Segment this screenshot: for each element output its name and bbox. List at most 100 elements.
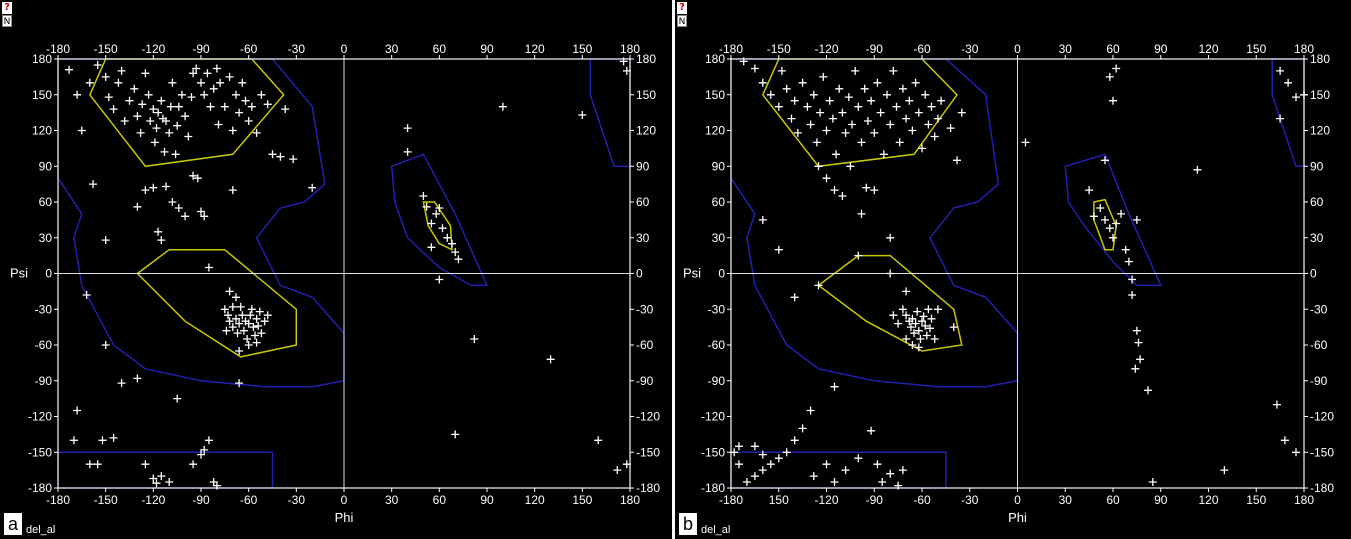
residue-point [930, 132, 939, 141]
residue-point [798, 424, 807, 433]
help-icon[interactable]: ? [2, 2, 12, 14]
residue-point [758, 450, 767, 459]
residue-point [809, 472, 818, 481]
x-tick-label-bottom: 120 [1198, 493, 1218, 507]
residue-point [177, 90, 186, 99]
y-tick-label-left: 150 [705, 88, 725, 102]
allowed-region [1271, 58, 1305, 168]
residue-point [435, 204, 444, 212]
x-tick-label-bottom: -90 [192, 493, 210, 507]
residue-point [257, 90, 266, 99]
x-tick-label-top: 0 [1014, 42, 1021, 56]
residue-point [252, 338, 261, 347]
residue-point [244, 319, 253, 328]
residue-point [816, 108, 825, 117]
residue-point [252, 314, 261, 323]
y-tick-label-right: 60 [1310, 195, 1324, 209]
residue-point [435, 275, 444, 284]
residue-point [1292, 448, 1300, 457]
residue-point [957, 108, 966, 117]
residue-point [844, 93, 853, 102]
x-tick-label-bottom: 180 [1294, 493, 1314, 507]
x-tick-label-bottom: -120 [141, 493, 165, 507]
residue-point [160, 147, 169, 156]
y-tick-label-left: -120 [28, 410, 52, 424]
y-tick-label-left: 30 [39, 231, 53, 245]
residue-point [863, 117, 872, 125]
residue-point [197, 450, 205, 459]
help-icon[interactable]: ? [677, 2, 687, 14]
residue-point [220, 102, 229, 111]
residue-point [846, 162, 855, 171]
residue-point [916, 335, 925, 343]
x-tick-label-top: -120 [814, 42, 838, 56]
residue-point [860, 84, 869, 93]
x-tick-label-top: 30 [385, 42, 399, 56]
x-tick-label-top: 90 [1154, 42, 1168, 56]
residue-point [189, 460, 198, 469]
n-toggle-icon[interactable]: N [677, 15, 687, 27]
residue-point [1112, 64, 1121, 73]
x-tick-label-bottom: 90 [1154, 493, 1168, 507]
residue-point [228, 302, 237, 311]
residue-point [241, 96, 250, 105]
residue-point [157, 472, 166, 481]
residue-point [1021, 138, 1030, 147]
x-tick-label-bottom: 150 [572, 493, 592, 507]
residue-point [841, 128, 850, 137]
residue-point [263, 100, 272, 109]
residue-point [953, 156, 961, 165]
x-tick-label-bottom: 60 [433, 493, 447, 507]
x-tick-label-top: -90 [192, 42, 210, 56]
x-tick-label-top: -180 [46, 42, 70, 56]
x-tick-label-top: -180 [719, 42, 743, 56]
residue-point [830, 478, 839, 486]
residue-point [251, 331, 259, 340]
residue-point [898, 84, 907, 93]
y-tick-label-left: -60 [708, 338, 726, 352]
residue-point [225, 287, 234, 296]
residue-point [766, 460, 775, 469]
residue-point [878, 478, 887, 486]
plot-panel-b: -180 -180 -150 150 -120 -120 -90 -90 -60 -60 -30 -3… [675, 0, 1351, 539]
residue-point [854, 102, 863, 111]
residue-point [857, 209, 866, 218]
residue-point [1109, 233, 1117, 242]
residue-point [1136, 355, 1145, 364]
core-region [136, 248, 298, 358]
residue-point [1101, 156, 1109, 165]
y-tick-label-right: -30 [1310, 302, 1328, 316]
panel-letter-b: b [679, 513, 697, 535]
residue-point [244, 341, 253, 349]
residue-point [98, 436, 107, 445]
residue-point [1292, 93, 1300, 102]
y-tick-label-right: -120 [636, 410, 660, 424]
y-tick-label-right: 30 [636, 231, 650, 245]
y-tick-label-right: -90 [1310, 374, 1328, 388]
residue-point [117, 66, 126, 75]
residue-point [154, 227, 163, 236]
y-axis-label: Psi [683, 266, 701, 281]
residue-point [809, 90, 818, 99]
x-tick-label-top: -30 [961, 42, 979, 56]
residue-point [911, 78, 920, 87]
y-tick-label-right: 120 [1310, 124, 1330, 138]
residue-point [136, 128, 145, 137]
residue-point [204, 263, 213, 272]
residue-point [1112, 219, 1121, 228]
residue-point [946, 124, 955, 133]
y-tick-label-right: 60 [636, 195, 650, 209]
residue-point [165, 478, 174, 486]
residue-point [1276, 114, 1285, 123]
n-toggle-icon[interactable]: N [2, 15, 12, 27]
residue-point [184, 132, 193, 141]
x-tick-label-bottom: -60 [913, 493, 931, 507]
y-tick-label-left: -30 [708, 302, 726, 316]
residue-point [222, 326, 231, 335]
residue-point [235, 379, 244, 388]
x-axis-label: Phi [335, 510, 354, 525]
residue-point [174, 102, 183, 111]
residue-point [814, 281, 823, 290]
residue-point [174, 204, 183, 212]
residue-point [914, 343, 923, 352]
